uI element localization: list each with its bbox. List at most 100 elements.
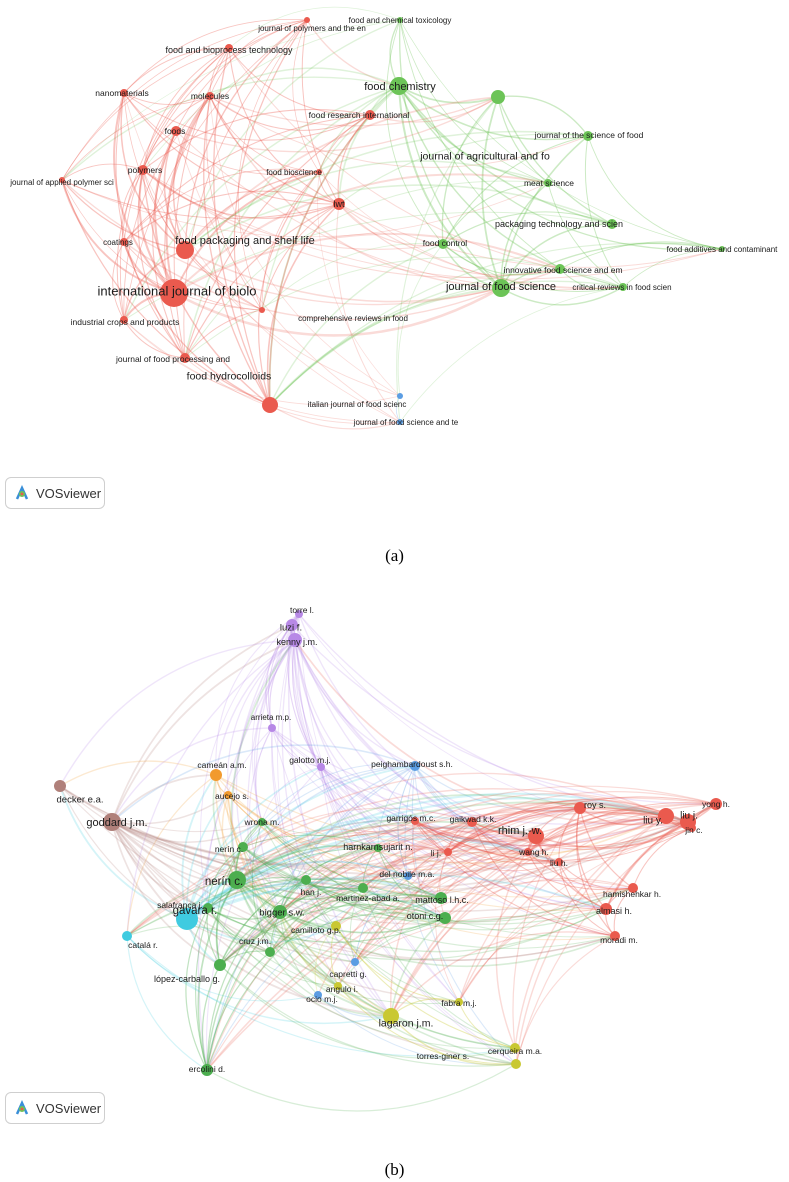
node-food-and-chemical-toxicology[interactable] — [397, 17, 403, 23]
node-arrieta-m-p[interactable] — [268, 724, 276, 732]
node-salafranca-j[interactable] — [203, 903, 213, 913]
node-label-food-bioscience[interactable]: food bioscience — [266, 168, 322, 177]
node-foods[interactable] — [171, 126, 181, 136]
node-label-wang-h[interactable]: wang h. — [518, 847, 549, 857]
node-label-innovative-food-science-and-em[interactable]: innovative food science and em — [503, 265, 622, 275]
node-peighambardoust-s-h[interactable] — [410, 761, 420, 771]
node-label-arrieta-m-p[interactable]: arrieta m.p. — [251, 713, 291, 722]
node-food-chemistry[interactable] — [390, 77, 408, 95]
node-polymers[interactable] — [138, 165, 148, 175]
node-galotto-m-j[interactable] — [317, 763, 325, 771]
node-label-lwt[interactable]: lwt — [334, 199, 345, 209]
node-liu-h[interactable] — [555, 858, 563, 866]
node-han-j[interactable] — [301, 875, 311, 885]
node-label-camilloto-g-p[interactable]: camilloto g.p. — [291, 925, 341, 935]
node-label-food-and-bioprocess-technology[interactable]: food and bioprocess technology — [165, 45, 293, 55]
node-label-came-n-a-m[interactable]: cameán a.m. — [197, 760, 246, 770]
node-label-packaging-technology-and-scien[interactable]: packaging technology and scien — [495, 219, 623, 229]
node-packaging-technology-and-scien[interactable] — [607, 219, 617, 229]
node-label-del-nobile-m-a[interactable]: del nobile m.a. — [379, 869, 434, 879]
node-hamishehkar-h[interactable] — [628, 883, 638, 893]
node-label-jin-c[interactable]: jin c. — [684, 825, 702, 835]
node-goddard-j-m[interactable] — [103, 813, 121, 831]
node-camilloto-g-p[interactable] — [331, 921, 341, 931]
node-label-gavara-r[interactable]: gavara r. — [173, 905, 218, 917]
node-ner-n-c[interactable] — [228, 871, 246, 889]
node-li-j[interactable] — [444, 848, 452, 856]
node-cerqueira-m-a[interactable] — [510, 1043, 520, 1053]
node-gavara-r[interactable] — [176, 908, 198, 930]
node-label-molecules[interactable]: molecules — [191, 91, 229, 101]
node-label-cruz-j-m[interactable]: cruz j.m. — [239, 936, 271, 946]
node-label-fabra-m-j[interactable]: fabra m.j. — [441, 998, 476, 1008]
node-journal-of-food-science[interactable] — [492, 279, 510, 297]
node-label-yong-h[interactable]: yong h. — [702, 799, 730, 809]
node-label-ocio-m-j[interactable]: ocio m.j. — [306, 994, 338, 1004]
node-wrona-m[interactable] — [258, 818, 266, 826]
node-label-roy-s[interactable]: roy s. — [584, 800, 606, 810]
node-label-international-journal-of-biolo[interactable]: international journal of biolo — [98, 284, 257, 299]
node-rhim-j-w[interactable] — [528, 828, 544, 844]
node-comprehensive-reviews-in-food[interactable] — [259, 307, 265, 313]
node-food-bioscience[interactable] — [316, 169, 322, 175]
node-decker-e-a[interactable] — [54, 780, 66, 792]
node-catal-r[interactable] — [122, 931, 132, 941]
node-kenny-j-m[interactable] — [288, 633, 302, 647]
node-label-journal-of-agricultural-and-fo[interactable]: journal of agricultural and fo — [419, 151, 550, 163]
node-luzi-f[interactable] — [286, 619, 298, 631]
node-nanomaterials[interactable] — [120, 89, 128, 97]
node-angulo-i[interactable] — [334, 982, 342, 990]
node-label-journal-of-applied-polymer-sci[interactable]: journal of applied polymer sci — [9, 178, 114, 187]
node-fabra-m-j[interactable] — [455, 998, 463, 1006]
node-mattoso-l-h-c[interactable] — [435, 892, 447, 904]
node-torres-giner-s[interactable] — [511, 1059, 521, 1069]
node-food-control[interactable] — [438, 239, 448, 249]
node-label-food-research-international[interactable]: food research international — [309, 110, 410, 120]
node-label-liu-j[interactable]: liu j. — [680, 811, 698, 822]
node-label-wrona-m[interactable]: wrona m. — [244, 817, 280, 827]
node-label-ercolini-d[interactable]: ercolini d. — [189, 1064, 225, 1074]
node-roy-s[interactable] — [574, 802, 586, 814]
node-journal-of-agricultural-and-fo[interactable] — [491, 90, 505, 104]
node-label-ner-n-c[interactable]: nerín c. — [215, 844, 243, 854]
node-label-han-j[interactable]: han j. — [301, 887, 322, 897]
node-label-cerqueira-m-a[interactable]: cerqueira m.a. — [488, 1046, 542, 1056]
node-otoni-c-g[interactable] — [439, 912, 451, 924]
node-label-hamishehkar-h[interactable]: hamishehkar h. — [603, 889, 661, 899]
node-martinez-abad-a[interactable] — [358, 883, 368, 893]
node-label-food-packaging-and-shelf-life[interactable]: food packaging and shelf life — [175, 235, 314, 247]
node-food-and-bioprocess-technology[interactable] — [225, 44, 233, 52]
node-torre-l[interactable] — [295, 610, 303, 618]
node-label-aucejo-s[interactable]: aucejo s. — [215, 791, 249, 801]
node-label-rhim-j-w[interactable]: rhim j.-w. — [498, 825, 542, 837]
node-label-catal-r[interactable]: catalá r. — [128, 940, 158, 950]
node-coatings[interactable] — [120, 238, 128, 246]
node-label-gaikwad-k-k[interactable]: gaikwad k.k. — [450, 814, 497, 824]
node-label-critical-reviews-in-food-scien[interactable]: critical reviews in food scien — [572, 283, 671, 292]
node-moradi-m[interactable] — [610, 931, 620, 941]
node-label-journal-of-polymers-and-the-en[interactable]: journal of polymers and the en — [257, 24, 366, 33]
node-label-harnkarnsujarit-n[interactable]: harnkarnsujarit n. — [343, 842, 413, 852]
node-wang-h[interactable] — [524, 848, 532, 856]
node-label-ner-n-c[interactable]: nerín c. — [205, 876, 243, 888]
node-label-salafranca-j[interactable]: salafranca j. — [157, 900, 203, 910]
node-industrial-crops-and-products[interactable] — [120, 316, 128, 324]
node-label-liu-y[interactable]: liu y. — [643, 816, 663, 827]
node-label-otoni-c-g[interactable]: otoni c.g. — [407, 911, 444, 921]
node-label-luzi-f[interactable]: luzi f. — [280, 622, 302, 633]
node-label-garrig-s-m-c[interactable]: garrigós m.c. — [386, 813, 435, 823]
node-label-capretti-g[interactable]: capretti g. — [329, 969, 366, 979]
node-label-kenny-j-m[interactable]: kenny j.m. — [276, 637, 317, 647]
node-critical-reviews-in-food-scien[interactable] — [619, 283, 627, 291]
node-journal-of-polymers-and-the-en[interactable] — [304, 17, 310, 23]
node-harnkarnsujarit-n[interactable] — [374, 844, 382, 852]
node-food-packaging-and-shelf-life[interactable] — [176, 241, 194, 259]
node-label-mattoso-l-h-c[interactable]: mattoso l.h.c. — [415, 895, 469, 905]
node-label-lagaron-j-m[interactable]: lagaron j.m. — [379, 1018, 434, 1030]
node-label-polymers[interactable]: polymers — [128, 165, 162, 175]
node-ner-n-c[interactable] — [238, 842, 248, 852]
node-garrig-s-m-c[interactable] — [411, 817, 419, 825]
node-label-food-control[interactable]: food control — [423, 238, 468, 248]
node-journal-of-food-processing-and[interactable] — [180, 353, 190, 363]
